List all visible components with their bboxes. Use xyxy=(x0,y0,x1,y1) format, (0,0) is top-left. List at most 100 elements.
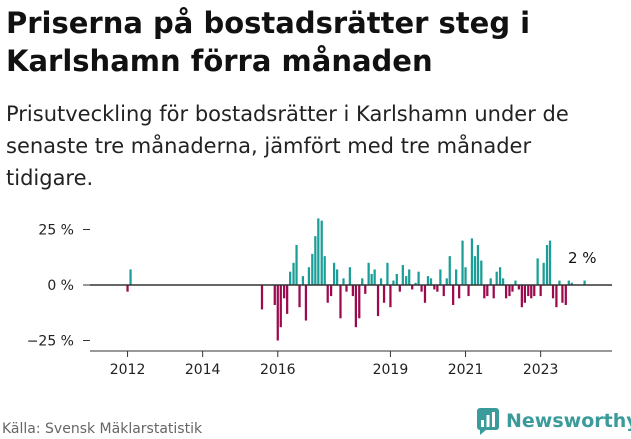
bar xyxy=(470,238,474,285)
bar xyxy=(373,269,376,285)
page-subtitle: Prisutveckling för bostadsrätter i Karls… xyxy=(6,102,569,190)
bar xyxy=(283,285,286,299)
bar xyxy=(452,285,455,305)
bar xyxy=(335,269,339,285)
bar xyxy=(370,273,373,285)
bar xyxy=(551,285,555,299)
bar xyxy=(423,285,427,303)
bar xyxy=(567,280,570,285)
y-axis: 25 % 0 % −25 % xyxy=(27,223,90,350)
bar xyxy=(317,218,320,285)
y-tick-label: 0 % xyxy=(47,278,74,294)
bar xyxy=(126,285,129,292)
bar xyxy=(361,278,364,285)
bar xyxy=(392,280,395,285)
bar xyxy=(332,262,336,285)
bar xyxy=(295,245,298,285)
bar xyxy=(486,285,489,297)
bar xyxy=(433,285,436,290)
y-tick-label: −25 % xyxy=(27,334,74,350)
bar xyxy=(448,256,451,285)
bar xyxy=(351,285,354,297)
bar xyxy=(279,285,282,328)
bar xyxy=(558,280,561,285)
bar xyxy=(439,269,442,285)
bar xyxy=(498,267,502,285)
x-tick-label: 2023 xyxy=(523,362,559,378)
bar xyxy=(480,260,483,285)
bar xyxy=(408,269,411,285)
bar xyxy=(429,278,433,285)
bar xyxy=(467,285,470,297)
bar xyxy=(389,285,392,308)
price-change-chart: 25 % 0 % −25 % 2012 2014 2016 2019 2021 2023 2 … xyxy=(27,218,612,378)
bar xyxy=(436,285,439,292)
bar-group xyxy=(90,218,612,341)
bar xyxy=(367,262,370,285)
bar xyxy=(273,285,276,305)
bar xyxy=(473,256,477,285)
bar xyxy=(323,256,326,285)
bar xyxy=(501,278,505,285)
bar xyxy=(570,282,573,285)
bar xyxy=(292,262,295,285)
bar xyxy=(583,280,586,285)
bar xyxy=(545,245,549,285)
bar xyxy=(445,278,448,285)
bar xyxy=(326,285,329,303)
bar xyxy=(426,276,430,285)
bar xyxy=(420,285,423,292)
bar xyxy=(405,276,408,285)
bar xyxy=(442,285,445,297)
bar xyxy=(376,285,380,317)
bar xyxy=(458,285,461,299)
bar xyxy=(561,285,564,303)
bar xyxy=(483,285,486,299)
bar-chart-icon xyxy=(477,408,499,435)
bar xyxy=(339,285,342,319)
bar xyxy=(517,285,520,290)
bar xyxy=(289,271,292,285)
bar xyxy=(329,285,333,297)
x-tick-label: 2016 xyxy=(260,362,296,378)
bar xyxy=(379,278,383,285)
bar xyxy=(455,269,458,285)
x-tick-label: 2021 xyxy=(448,362,484,378)
bar xyxy=(555,285,558,308)
bar xyxy=(536,258,539,285)
bar xyxy=(301,276,305,285)
bar xyxy=(539,285,542,297)
bar xyxy=(523,285,526,303)
bar xyxy=(398,285,401,292)
bar xyxy=(395,273,398,285)
bar xyxy=(314,236,317,285)
bar xyxy=(461,240,464,285)
bar xyxy=(495,271,498,285)
bar xyxy=(514,280,517,285)
bar xyxy=(286,285,289,314)
bar xyxy=(401,265,404,285)
bar xyxy=(511,285,514,292)
bar xyxy=(508,285,511,297)
bar xyxy=(464,267,467,285)
bar xyxy=(476,245,480,285)
bar xyxy=(520,285,523,308)
source-note: Källa: Svensk Mäklarstatistik xyxy=(2,421,203,437)
bar xyxy=(129,269,132,285)
bar xyxy=(348,267,351,285)
bar xyxy=(382,285,386,303)
page-title: Priserna på bostadsrätter steg i Karlsha… xyxy=(6,6,531,78)
bar xyxy=(492,285,495,299)
bar xyxy=(414,282,417,285)
bar xyxy=(260,285,264,310)
bar xyxy=(345,285,348,292)
bar xyxy=(533,285,536,297)
bar xyxy=(298,285,301,308)
bar xyxy=(411,285,414,290)
bar xyxy=(504,285,508,299)
x-tick-label: 2019 xyxy=(373,362,409,378)
bar xyxy=(548,240,552,285)
x-tick-label: 2012 xyxy=(110,362,146,378)
bar xyxy=(542,262,545,285)
x-tick-label: 2014 xyxy=(185,362,221,378)
